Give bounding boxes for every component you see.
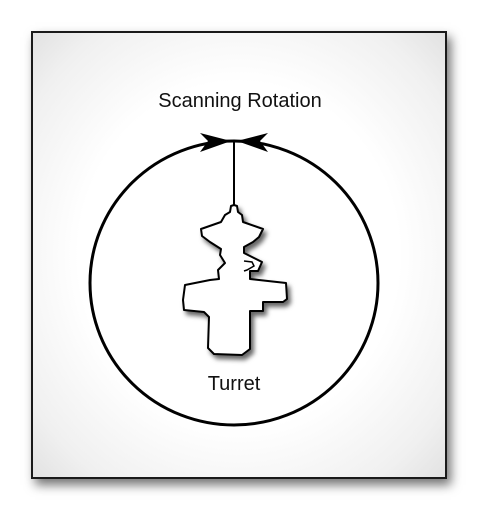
- turret-label: Turret: [208, 373, 261, 395]
- rotation-arrow-right-icon: [237, 133, 268, 152]
- turret-icon: [182, 204, 288, 356]
- page-title: Scanning Rotation: [158, 90, 321, 112]
- rotation-arrow-left-icon: [200, 133, 231, 152]
